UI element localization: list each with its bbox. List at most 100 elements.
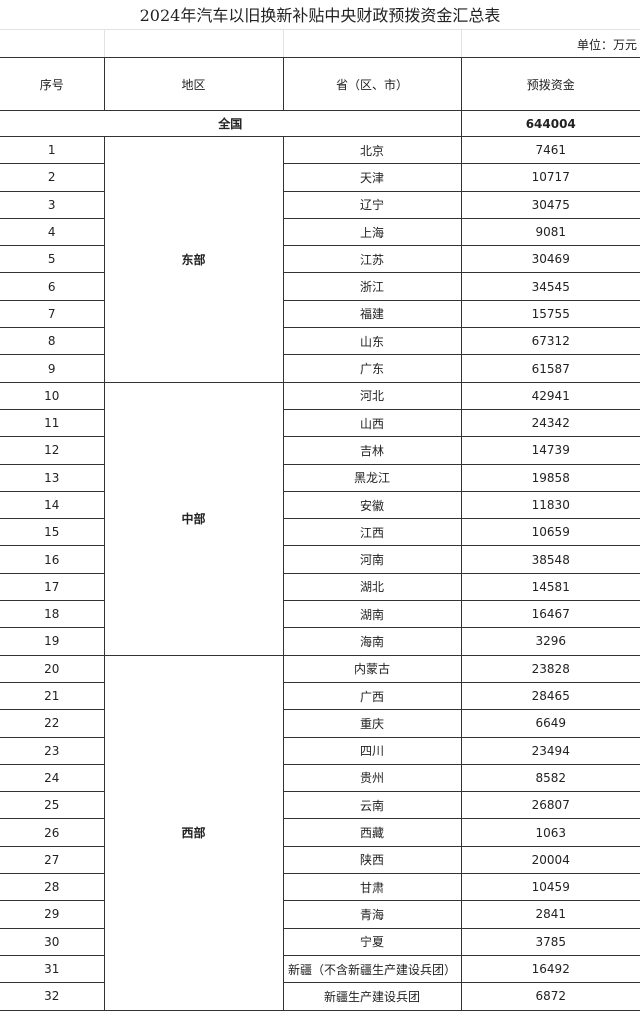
funds-cell: 67312: [460, 327, 640, 356]
row-index: 3: [0, 190, 105, 219]
header-province: 省（区、市）: [282, 57, 462, 111]
row-index: 1: [0, 135, 105, 165]
province-cell: 四川: [282, 736, 462, 765]
table-row: 14 安徽 11830: [0, 490, 640, 520]
funds-cell: 34545: [460, 272, 640, 301]
total-value: 644004: [460, 110, 640, 137]
row-index: 23: [0, 736, 105, 765]
province-cell: 黑龙江: [282, 463, 462, 492]
funds-cell: 28465: [460, 681, 640, 711]
funds-cell: 38548: [460, 545, 640, 574]
province-cell: 河北: [282, 381, 462, 410]
province-cell: 北京: [282, 135, 462, 165]
funds-cell: 10459: [460, 873, 640, 902]
province-cell: 宁夏: [282, 927, 462, 956]
province-cell: 新疆生产建设兵团: [282, 982, 462, 1011]
funds-cell: 19858: [460, 463, 640, 492]
row-index: 12: [0, 436, 105, 465]
province-cell: 上海: [282, 217, 462, 247]
row-index: 18: [0, 600, 105, 629]
header-funds: 预拨资金: [460, 57, 640, 111]
row-index: 11: [0, 408, 105, 438]
row-index: 26: [0, 818, 105, 847]
row-index: 30: [0, 927, 105, 956]
province-cell: 广东: [282, 354, 462, 383]
row-index: 22: [0, 709, 105, 738]
funds-cell: 42941: [460, 381, 640, 410]
province-cell: 云南: [282, 791, 462, 820]
province-cell: 湖南: [282, 600, 462, 629]
table-row: 27 陕西 20004: [0, 845, 640, 875]
funds-cell: 61587: [460, 354, 640, 383]
province-cell: 湖北: [282, 572, 462, 602]
table-row: 3 辽宁 30475: [0, 190, 640, 219]
row-index: 32: [0, 982, 105, 1011]
funds-cell: 23494: [460, 736, 640, 765]
province-cell: 吉林: [282, 436, 462, 465]
table-row: 2 天津 10717: [0, 163, 640, 192]
table-row: 17 湖北 14581: [0, 572, 640, 602]
table-row: 25 云南 26807: [0, 791, 640, 820]
row-index: 6: [0, 272, 105, 301]
province-cell: 青海: [282, 900, 462, 929]
table-row: 10 中部 河北 42941: [0, 381, 640, 656]
row-index: 27: [0, 845, 105, 875]
table-row: 19 海南 3296: [0, 627, 640, 656]
funds-cell: 16492: [460, 954, 640, 984]
table-row: 18 湖南 16467: [0, 600, 640, 629]
row-index: 9: [0, 354, 105, 383]
province-cell: 河南: [282, 545, 462, 574]
funds-cell: 24342: [460, 408, 640, 438]
province-cell: 新疆（不含新疆生产建设兵团）: [282, 954, 462, 984]
province-cell: 福建: [282, 299, 462, 329]
table-row: 32 新疆生产建设兵团 6872: [0, 982, 640, 1011]
table-row: 23 四川 23494: [0, 736, 640, 765]
table-row: 15 江西 10659: [0, 518, 640, 547]
row-index: 17: [0, 572, 105, 602]
province-cell: 甘肃: [282, 873, 462, 902]
funds-cell: 3785: [460, 927, 640, 956]
table-row: 28 甘肃 10459: [0, 873, 640, 902]
table-row: 30 宁夏 3785: [0, 927, 640, 956]
table-row: 24 贵州 8582: [0, 763, 640, 793]
table-row: 11 山西 24342: [0, 408, 640, 438]
table-row: 20 西部 内蒙古 23828: [0, 654, 640, 1011]
province-cell: 贵州: [282, 763, 462, 793]
header-row: 序号 地区 省（区、市） 预拨资金: [0, 57, 640, 111]
province-cell: 安徽: [282, 490, 462, 520]
header-region: 地区: [103, 57, 284, 111]
region-cell: 东部: [103, 136, 284, 383]
row-index: 31: [0, 954, 105, 984]
table-row: 13 黑龙江 19858: [0, 463, 640, 492]
province-cell: 天津: [282, 163, 462, 192]
funds-cell: 9081: [460, 217, 640, 247]
table-row: 16 河南 38548: [0, 545, 640, 574]
funds-cell: 1063: [460, 818, 640, 847]
funds-cell: 14581: [460, 572, 640, 602]
funds-cell: 30475: [460, 190, 640, 219]
funds-cell: 15755: [460, 299, 640, 329]
row-index: 16: [0, 545, 105, 574]
row-index: 13: [0, 463, 105, 492]
funds-cell: 16467: [460, 600, 640, 629]
row-index: 14: [0, 490, 105, 520]
funds-cell: 11830: [460, 490, 640, 520]
unit-label: 单位：万元: [576, 38, 637, 52]
header-index: 序号: [0, 57, 105, 111]
row-index: 20: [0, 654, 105, 683]
row-index: 4: [0, 217, 105, 247]
province-cell: 西藏: [282, 818, 462, 847]
region-cell: 中部: [103, 381, 284, 656]
table-row: 1 东部 北京 7461: [0, 135, 640, 383]
funds-cell: 20004: [460, 845, 640, 875]
province-cell: 海南: [282, 627, 462, 656]
table-row: 26 西藏 1063: [0, 818, 640, 847]
province-cell: 浙江: [282, 272, 462, 301]
unit-row: 单位：万元: [0, 30, 640, 57]
total-label: 全国: [0, 110, 462, 137]
row-index: 28: [0, 873, 105, 902]
funds-cell: 10717: [460, 163, 640, 192]
row-index: 24: [0, 763, 105, 793]
table-row: 21 广西 28465: [0, 681, 640, 711]
region-cell: 西部: [103, 654, 284, 1011]
